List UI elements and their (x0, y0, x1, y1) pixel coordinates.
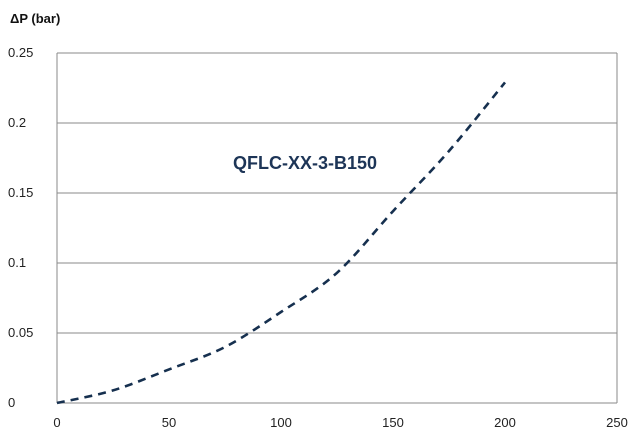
grid-lines (57, 52, 617, 404)
x-tick-label: 250 (606, 415, 628, 430)
y-tick-label: 0.2 (8, 115, 26, 130)
x-tick-labels: 0 50 100 150 200 250 (53, 415, 627, 430)
series-line (56, 81, 507, 405)
y-tick-label: 0 (8, 395, 15, 410)
series-group (56, 81, 507, 405)
y-tick-label: 0.25 (8, 45, 33, 60)
x-tick-label: 150 (382, 415, 404, 430)
y-tick-label: 0.05 (8, 325, 33, 340)
y-tick-labels: 0 0.05 0.1 0.15 0.2 0.25 (8, 45, 33, 410)
x-tick-label: 100 (270, 415, 292, 430)
y-tick-label: 0.15 (8, 185, 33, 200)
x-tick-label: 200 (494, 415, 516, 430)
axes (56, 53, 618, 403)
x-tick-label: 50 (162, 415, 176, 430)
x-tick-label: 0 (53, 415, 60, 430)
chart-annotation: QFLC-XX-3-B150 (233, 153, 377, 173)
y-axis-label: ΔP (bar) (10, 11, 60, 26)
y-tick-label: 0.1 (8, 255, 26, 270)
